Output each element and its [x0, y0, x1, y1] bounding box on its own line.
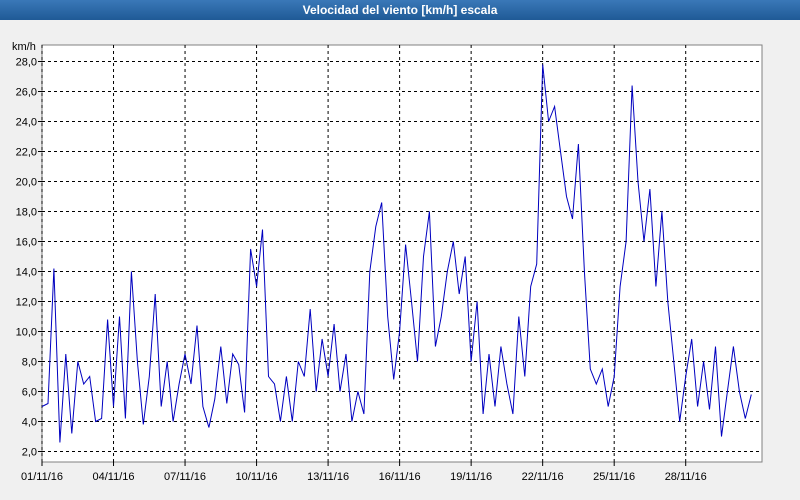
wind-line — [41, 64, 752, 443]
x-tick-label: 04/11/16 — [93, 471, 135, 483]
x-tick-label: 07/11/16 — [164, 471, 206, 483]
y-tick-label: 2,0 — [22, 447, 37, 459]
y-tick-label: 8,0 — [22, 357, 37, 369]
y-tick-label: 4,0 — [22, 417, 37, 429]
y-tick-label: 22,0 — [16, 147, 37, 159]
plot-area — [41, 44, 763, 463]
x-tick-label: 13/11/16 — [307, 471, 349, 483]
x-tick-label: 25/11/16 — [593, 471, 635, 483]
y-tick-label: 14,0 — [16, 267, 37, 279]
y-tick-label: 26,0 — [16, 87, 37, 99]
y-tick-label: 6,0 — [22, 387, 37, 399]
x-tick-label: 22/11/16 — [522, 471, 564, 483]
y-tick-label: 10,0 — [16, 327, 37, 339]
x-tick-label: 01/11/16 — [21, 471, 63, 483]
x-tick-label: 10/11/16 — [236, 471, 278, 483]
y-tick-label: 18,0 — [16, 207, 37, 219]
y-tick-label: 28,0 — [16, 57, 37, 69]
x-tick-label: 28/11/16 — [665, 471, 707, 483]
title-bar — [0, 0, 800, 20]
y-axis-label: km/h — [12, 41, 36, 53]
y-tick-label: 12,0 — [16, 297, 37, 309]
chart-title: Velocidad del viento [km/h] escala — [303, 3, 498, 17]
y-tick-label: 20,0 — [16, 177, 37, 189]
x-tick-label: 16/11/16 — [379, 471, 421, 483]
x-tick-label: 19/11/16 — [450, 471, 492, 483]
y-tick-label: 16,0 — [16, 237, 37, 249]
y-tick-label: 24,0 — [16, 117, 37, 129]
